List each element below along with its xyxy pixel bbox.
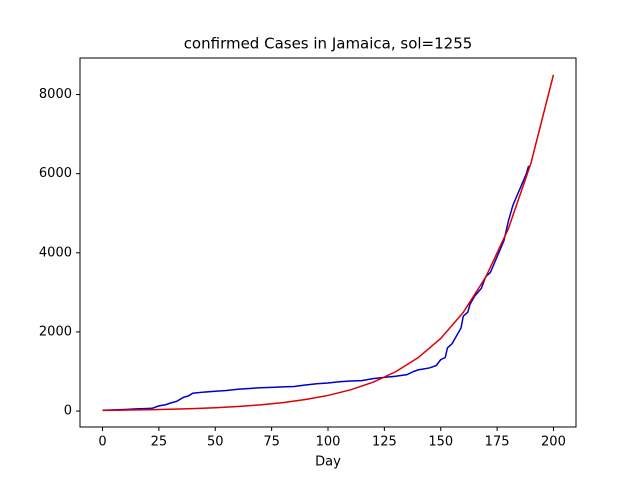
x-tick-label: 50 xyxy=(207,435,224,450)
x-tick-label: 75 xyxy=(263,435,280,450)
x-tick-label: 150 xyxy=(428,435,453,450)
y-tick-label: 8000 xyxy=(39,87,72,102)
y-tick-label: 6000 xyxy=(39,166,72,181)
x-axis-label: Day xyxy=(315,455,341,470)
x-tick-label: 175 xyxy=(485,435,510,450)
y-tick-label: 2000 xyxy=(39,324,72,339)
data-line xyxy=(102,74,555,412)
data-line xyxy=(102,165,530,412)
y-tick-label: 4000 xyxy=(39,245,72,260)
y-tick-label: 0 xyxy=(64,404,72,419)
x-tick-label: 25 xyxy=(151,435,168,450)
plot-frame xyxy=(79,57,577,428)
x-tick-label: 100 xyxy=(316,435,341,450)
chart-title: confirmed Cases in Jamaica, sol=1255 xyxy=(184,35,473,53)
x-tick-label: 200 xyxy=(541,435,566,450)
x-tick-label: 0 xyxy=(98,435,106,450)
x-tick-label: 125 xyxy=(372,435,397,450)
